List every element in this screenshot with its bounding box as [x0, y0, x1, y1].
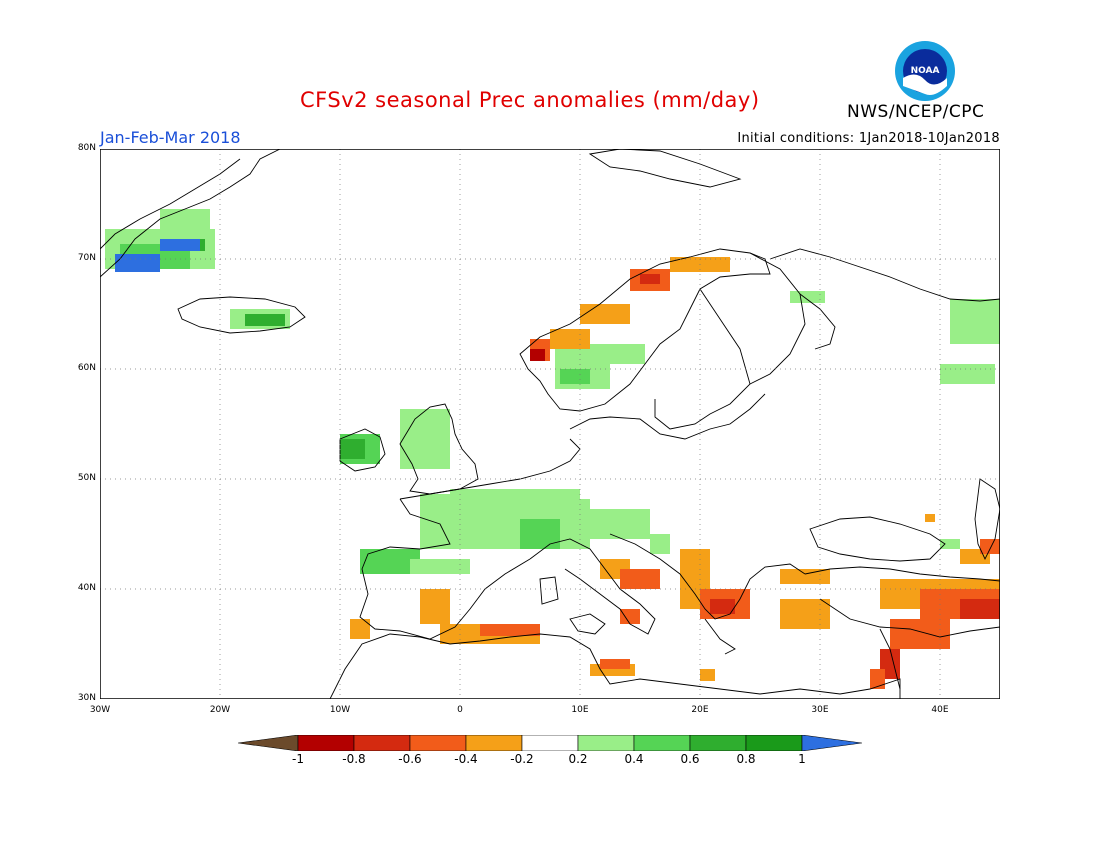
longitude-label: 0 — [457, 705, 463, 715]
colorbar-segment — [465, 735, 523, 751]
anomaly-cell — [600, 659, 630, 669]
latitude-label: 60N — [77, 363, 96, 373]
precip-anomaly-map — [100, 149, 1000, 699]
longitude-label: 40E — [931, 705, 949, 715]
anomaly-cell — [410, 559, 470, 574]
colorbar-segment — [353, 735, 411, 751]
latitude-label: 80N — [77, 143, 96, 153]
anomaly-cell — [780, 569, 830, 584]
latitude-label: 50N — [77, 473, 96, 483]
anomaly-cell — [620, 569, 660, 589]
colorbar — [238, 735, 862, 751]
colorbar-segment — [689, 735, 747, 751]
colorbar-segment — [745, 735, 803, 751]
longitude-label: 30E — [811, 705, 829, 715]
anomaly-cell — [640, 274, 660, 284]
colorbar-segment — [521, 735, 579, 751]
colorbar-tick-label: 0.8 — [736, 752, 756, 766]
anomaly-cell — [980, 539, 1000, 554]
colorbar-segment — [633, 735, 691, 751]
anomaly-cell — [340, 439, 365, 459]
org-label: NWS/NCEP/CPC — [847, 102, 985, 122]
map-title: CFSv2 seasonal Prec anomalies (mm/day) — [300, 88, 760, 112]
colorbar-segment — [297, 735, 355, 751]
anomaly-cell — [790, 291, 825, 303]
anomaly-cell — [420, 589, 450, 624]
anomaly-cell — [160, 209, 210, 239]
anomaly-cell — [870, 669, 885, 689]
colorbar-tick-label: -0.6 — [398, 752, 422, 766]
anomaly-cell — [940, 539, 960, 549]
longitude-label: 30W — [89, 705, 111, 715]
coastlines — [100, 149, 1000, 699]
anomaly-cell — [550, 329, 590, 349]
anomaly-cell — [580, 304, 630, 324]
anomaly-cell — [530, 349, 545, 361]
period-label: Jan-Feb-Mar 2018 — [100, 128, 241, 147]
anomaly-cell — [400, 409, 450, 469]
anomaly-cell — [650, 534, 670, 554]
anomaly-cell — [420, 494, 520, 549]
anomaly-cell — [780, 599, 830, 629]
anomaly-cell — [115, 254, 160, 272]
anomaly-cell — [700, 669, 715, 681]
anomaly-cell — [940, 364, 995, 384]
anomaly-cell — [590, 344, 645, 364]
anomaly-cell — [580, 509, 650, 539]
colorbar-tick-label: -0.4 — [454, 752, 478, 766]
anomaly-cell — [710, 599, 735, 614]
colorbar-tick-label: 1 — [798, 752, 806, 766]
colorbar-tick-label: -0.2 — [510, 752, 534, 766]
colorbar-tick-label: 0.2 — [568, 752, 588, 766]
graticule — [100, 149, 1000, 699]
anomaly-cell — [560, 369, 590, 384]
anomaly-cell — [890, 619, 950, 649]
colorbar-tick-label: 0.6 — [680, 752, 700, 766]
colorbar-segment — [409, 735, 467, 751]
colorbar-segment — [577, 735, 635, 751]
noaa-logo: NOAA — [895, 41, 955, 101]
longitude-label: 10W — [329, 705, 351, 715]
anomaly-cell — [925, 514, 935, 522]
anomaly-cell — [480, 624, 540, 636]
colorbar-tick-label: -0.8 — [342, 752, 366, 766]
longitude-label: 20W — [209, 705, 231, 715]
initial-conditions-label: Initial conditions: 1Jan2018-10Jan2018 — [737, 131, 1000, 146]
colorbar-tick-label: 0.4 — [624, 752, 644, 766]
colorbar-right-arrow — [801, 735, 862, 751]
latitude-label: 70N — [77, 253, 96, 263]
anomaly-cell — [520, 519, 560, 549]
anomaly-cell — [620, 609, 640, 624]
longitude-label: 10E — [571, 705, 589, 715]
noaa-logo-text: NOAA — [911, 66, 940, 76]
latitude-label: 40N — [77, 583, 96, 593]
anomaly-cell — [245, 314, 285, 326]
anomaly-cell — [350, 619, 370, 639]
anomaly-cell — [950, 299, 1000, 344]
longitude-label: 20E — [691, 705, 709, 715]
latitude-label: 30N — [77, 693, 96, 703]
colorbar-left-arrow — [238, 735, 299, 751]
anomaly-cell — [160, 239, 200, 251]
colorbar-tick-label: -1 — [292, 752, 304, 766]
anomaly-cell — [960, 599, 1000, 619]
